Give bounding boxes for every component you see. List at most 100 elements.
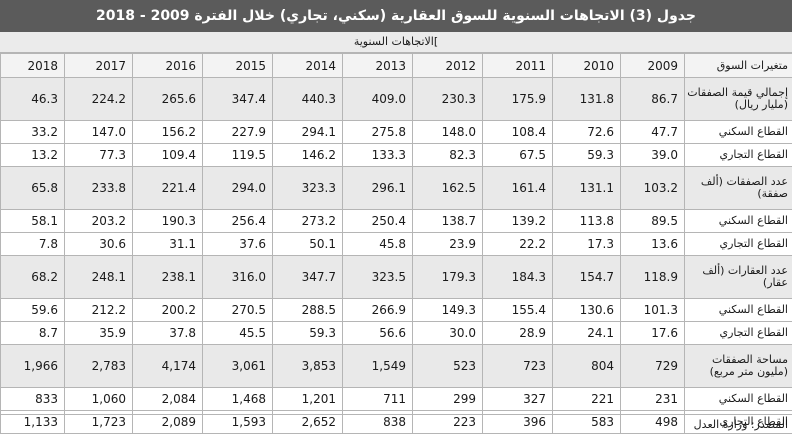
table-cell: 17.6	[620, 321, 685, 345]
table-cell: 200.2	[132, 298, 203, 322]
table-cell: 440.3	[272, 77, 343, 121]
table-row: 833 1,060 2,084 1,468 1,201 711 299 327 221 231 ال…	[0, 387, 792, 411]
table-cell: 13.2	[0, 143, 65, 167]
table-cell: 179.3	[412, 255, 483, 299]
row-label: القطاع السكني	[684, 298, 792, 322]
table-cell: 175.9	[482, 77, 553, 121]
table-cell: 23.9	[412, 232, 483, 256]
year-header: 2013	[342, 53, 413, 78]
table-row: 58.1 203.2 190.3 256.4 273.2 250.4 138.7 139.2 1…	[0, 209, 792, 233]
table-cell: 77.3	[64, 143, 133, 167]
row-label: القطاع التجاري	[684, 143, 792, 167]
table-cell: 409.0	[342, 77, 413, 121]
table-cell: 221.4	[132, 166, 203, 210]
row-label: القطاع السكني	[684, 209, 792, 233]
table-cell: 13.6	[620, 232, 685, 256]
table-cell: 59.3	[552, 143, 621, 167]
table-row: 46.3 224.2 265.6 347.4 440.3 409.0 230.3 175.9 1…	[0, 77, 792, 121]
table-cell: 46.3	[0, 77, 65, 121]
table-cell: 3,061	[202, 344, 273, 388]
row-label: مساحة الصفقات (مليون متر مربع)	[684, 344, 792, 388]
table-cell: 294.0	[202, 166, 273, 210]
row-label: القطاع التجاري	[684, 232, 792, 256]
table-cell: 22.2	[482, 232, 553, 256]
table-cell: 723	[482, 344, 553, 388]
year-header: 2015	[202, 53, 273, 78]
table-cell: 33.2	[0, 120, 65, 144]
table-cell: 316.0	[202, 255, 273, 299]
table-row: 33.2 147.0 156.2 227.9 294.1 275.8 148.0 108.4 7…	[0, 120, 792, 144]
table-cell: 59.6	[0, 298, 65, 322]
row-label: القطاع التجاري	[684, 321, 792, 345]
table-cell: 45.5	[202, 321, 273, 345]
table-cell: 838	[342, 410, 413, 434]
label-header: متغيرات السوق	[684, 53, 792, 78]
row-label: عدد العقارات (ألف عقار)	[684, 255, 792, 299]
table-cell: 233.8	[64, 166, 133, 210]
table-cell: 148.0	[412, 120, 483, 144]
table-cell: 248.1	[64, 255, 133, 299]
table-row: 59.6 212.2 200.2 270.5 288.5 266.9 149.3 155.4 1…	[0, 298, 792, 322]
table-cell: 711	[342, 387, 413, 411]
table-row: 1,966 2,783 4,174 3,061 3,853 1,549 523 723 804 7…	[0, 344, 792, 388]
table-cell: 58.1	[0, 209, 65, 233]
table-cell: 138.7	[412, 209, 483, 233]
table-cell: 89.5	[620, 209, 685, 233]
table-cell: 1,966	[0, 344, 65, 388]
table-cell: 270.5	[202, 298, 273, 322]
table-cell: 184.3	[482, 255, 553, 299]
table-cell: 113.8	[552, 209, 621, 233]
table-cell: 155.4	[482, 298, 553, 322]
table-cell: 1,549	[342, 344, 413, 388]
table-cell: 130.6	[552, 298, 621, 322]
table-cell: 323.3	[272, 166, 343, 210]
row-label: القطاع السكني	[684, 120, 792, 144]
table-cell: 31.1	[132, 232, 203, 256]
year-header: 2016	[132, 53, 203, 78]
table-row: 8.7 35.9 37.8 45.5 59.3 56.6 30.0 28.9 24.1 17.6 ا…	[0, 321, 792, 345]
table-cell: 17.3	[552, 232, 621, 256]
year-header: 2011	[482, 53, 553, 78]
table-cell: 275.8	[342, 120, 413, 144]
table-cell: 50.1	[272, 232, 343, 256]
table-cell: 296.1	[342, 166, 413, 210]
table-cell: 101.3	[620, 298, 685, 322]
table-cell: 118.9	[620, 255, 685, 299]
table-cell: 30.0	[412, 321, 483, 345]
table-cell: 24.1	[552, 321, 621, 345]
table-cell: 139.2	[482, 209, 553, 233]
table-cell: 1,201	[272, 387, 343, 411]
table-cell: 231	[620, 387, 685, 411]
divider	[0, 414, 792, 415]
table-cell: 294.1	[272, 120, 343, 144]
table-cell: 28.9	[482, 321, 553, 345]
table-cell: 288.5	[272, 298, 343, 322]
table-cell: 109.4	[132, 143, 203, 167]
table-cell: 133.3	[342, 143, 413, 167]
table-cell: 103.2	[620, 166, 685, 210]
table-cell: 804	[552, 344, 621, 388]
table-cell: 131.8	[552, 77, 621, 121]
table-cell: 729	[620, 344, 685, 388]
row-label: إجمالي قيمة الصفقات (مليار ريال)	[684, 77, 792, 121]
table-row: 7.8 30.6 31.1 37.6 50.1 45.8 23.9 22.2 17.3 13.6 ا…	[0, 232, 792, 256]
table-cell: 265.6	[132, 77, 203, 121]
table-cell: 212.2	[64, 298, 133, 322]
table-cell: 72.6	[552, 120, 621, 144]
table-cell: 156.2	[132, 120, 203, 144]
year-header: 2014	[272, 53, 343, 78]
table-cell: 203.2	[64, 209, 133, 233]
table-cell: 67.5	[482, 143, 553, 167]
table-cell: 227.9	[202, 120, 273, 144]
table-cell: 39.0	[620, 143, 685, 167]
table-cell: 4,174	[132, 344, 203, 388]
table-cell: 347.7	[272, 255, 343, 299]
year-header: 2017	[64, 53, 133, 78]
table-cell: 224.2	[64, 77, 133, 121]
year-header: 2018	[0, 53, 65, 78]
table-cell: 1,060	[64, 387, 133, 411]
table-cell: 8.7	[0, 321, 65, 345]
table-cell: 131.1	[552, 166, 621, 210]
table-cell: 833	[0, 387, 65, 411]
table-cell: 37.6	[202, 232, 273, 256]
